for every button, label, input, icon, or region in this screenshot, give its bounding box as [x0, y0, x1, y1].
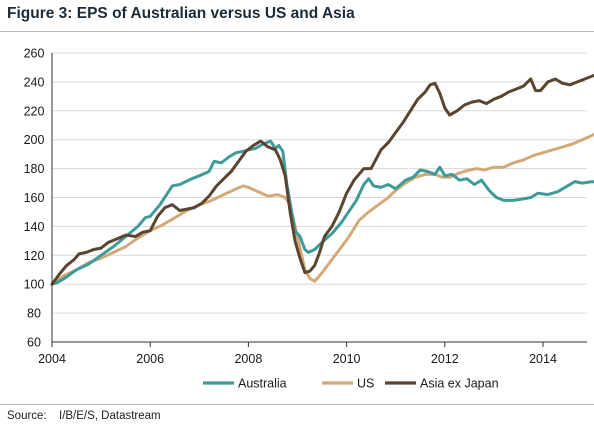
figure-title: Figure 3: EPS of Australian versus US an…	[7, 5, 355, 22]
x-tick-label-2008: 2008	[234, 352, 262, 366]
y-tick-label-120: 120	[24, 249, 45, 263]
y-tick-label-260: 260	[24, 47, 45, 61]
source-text: I/B/E/S, Datastream	[59, 410, 161, 422]
axes: 60 80 100 120 140 160 180 200 220 240 260 2004 2006 2…	[24, 47, 587, 366]
y-tick-label-180: 180	[24, 162, 45, 176]
x-tick-label-2004: 2004	[38, 352, 66, 366]
series-line-us	[50, 132, 594, 286]
x-tick-label-2006: 2006	[136, 352, 164, 366]
y-tick-label-220: 220	[24, 104, 45, 118]
x-tick-label-2014: 2014	[529, 352, 557, 366]
series-line-australia	[50, 139, 594, 286]
y-tick-label-140: 140	[24, 220, 45, 234]
y-tick-label-240: 240	[24, 75, 45, 89]
y-tick-label-60: 60	[27, 336, 41, 350]
legend-label-asia-ex-japan: Asia ex Japan	[420, 377, 499, 391]
legend-label-us: US	[357, 377, 374, 391]
x-tick-label-2010: 2010	[333, 352, 361, 366]
y-tick-label-160: 160	[24, 191, 45, 205]
legend-label-australia: Australia	[238, 377, 287, 391]
source-label: Source:	[7, 410, 47, 422]
legend: Australia US Asia ex Japan	[203, 377, 499, 391]
series-line-asia-ex-japan	[50, 73, 594, 286]
y-tick-label-200: 200	[24, 133, 45, 147]
x-tick-label-2012: 2012	[431, 352, 459, 366]
source-note: Source: I/B/E/S, Datastream	[7, 410, 161, 422]
series-lines	[50, 73, 594, 286]
source-divider	[0, 404, 594, 405]
title-divider	[0, 31, 594, 32]
eps-line-chart: 60 80 100 120 140 160 180 200 220 240 260 2004 2006 2…	[24, 47, 594, 391]
y-tick-label-100: 100	[24, 278, 45, 292]
y-tick-label-80: 80	[27, 307, 41, 321]
